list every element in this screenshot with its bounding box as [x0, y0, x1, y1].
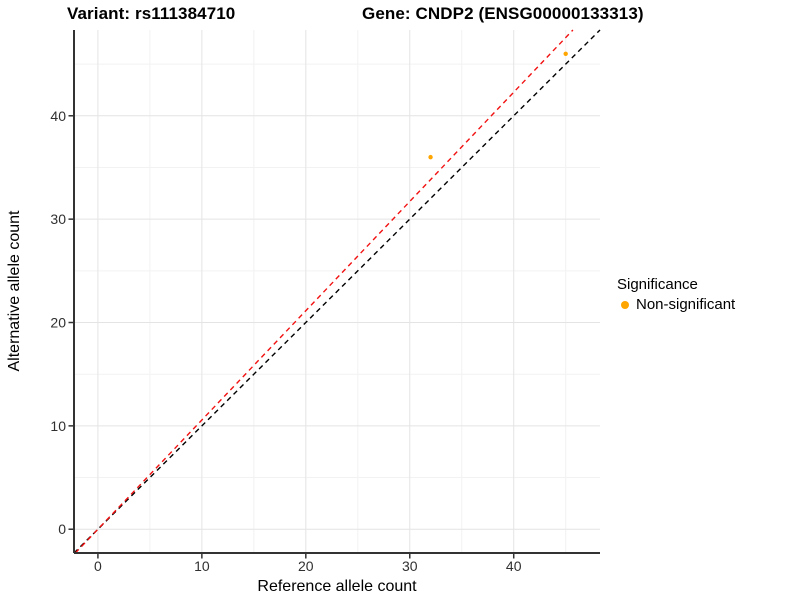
y-tick-label: 40	[50, 108, 66, 124]
identity-line	[73, 29, 601, 554]
legend: Significance Non-significant	[617, 276, 735, 313]
x-axis-title: Reference allele count	[257, 578, 417, 595]
plot-title-variant: Variant: rs111384710	[67, 4, 236, 23]
x-tick-label: 40	[506, 558, 522, 574]
plot-title-gene: Gene: CNDP2 (ENSG00000133313)	[362, 4, 644, 23]
legend-item-label: Non-significant	[636, 296, 736, 313]
y-tick-label: 10	[50, 418, 66, 434]
y-tick-label: 30	[50, 211, 66, 227]
y-tick-label: 0	[58, 521, 66, 537]
legend-item-non-significant: Non-significant	[621, 296, 735, 313]
legend-title: Significance	[617, 276, 698, 293]
y-axis-title: Alternative allele count	[6, 210, 23, 372]
non-significant-point-swatch	[621, 300, 629, 309]
x-tick-label: 30	[402, 558, 418, 574]
x-tick-label: 20	[298, 558, 314, 574]
y-tick-label: 20	[50, 315, 66, 331]
data-point	[563, 51, 568, 56]
data-point	[428, 154, 433, 160]
allelic-ratio-line	[74, 29, 574, 554]
x-tick-label: 10	[194, 558, 210, 574]
x-tick-label: 0	[94, 558, 102, 574]
